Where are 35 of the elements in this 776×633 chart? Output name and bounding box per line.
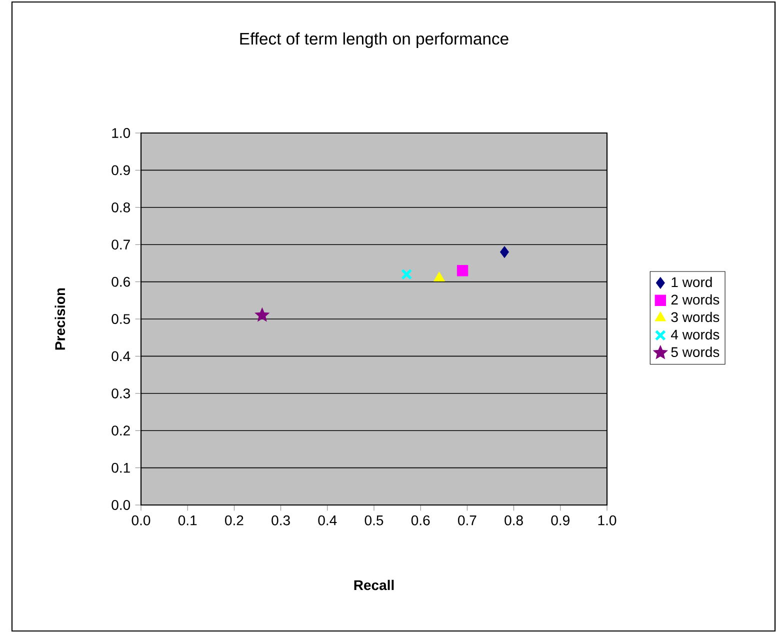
x-tick-label: 0.0	[132, 515, 150, 526]
legend-label: 1 word	[672, 276, 712, 288]
x-tick-label: 0.7	[458, 515, 476, 526]
x-tick-label: 0.1	[178, 515, 197, 526]
legend-label: 5 words	[671, 346, 720, 358]
point	[500, 246, 509, 258]
y-tick-label: 0.8	[112, 202, 130, 212]
legend-label: 2 words	[671, 294, 720, 305]
x-tick-label: 0.2	[225, 515, 244, 526]
chart-title: Effect of term length on performance	[240, 32, 508, 48]
y-tick-label: 0.5	[112, 314, 130, 324]
x-tick-label: 0.6	[411, 515, 430, 526]
x-tick-label: 0.5	[364, 515, 384, 526]
y-tick-label: 0.3	[112, 388, 130, 398]
point	[401, 268, 412, 280]
point	[434, 272, 445, 282]
y-tick-label: 0.2	[112, 426, 130, 436]
x-tick-label: 0.4	[318, 515, 337, 526]
y-tick-label: 1.0	[112, 128, 130, 138]
legend-label: 3 words	[671, 312, 720, 322]
x-tick-label: 1.0	[598, 515, 616, 526]
legend-label: 4 words	[671, 329, 720, 340]
y-axis-title: Precision	[54, 288, 66, 350]
x-tick-label: 0.3	[272, 515, 290, 526]
x-tick-label: 0.8	[504, 515, 523, 526]
x-tick-label: 0.9	[551, 515, 570, 526]
point	[456, 265, 468, 276]
y-tick-label: 0.7	[112, 240, 130, 250]
point	[254, 307, 270, 322]
y-tick-label: 0.4	[112, 351, 130, 362]
y-tick-label: 0.9	[112, 165, 130, 176]
x-axis-title: Recall	[354, 580, 394, 590]
y-tick-label: 0.1	[112, 462, 130, 473]
y-tick-label: 0.0	[112, 500, 130, 510]
y-tick-label: 0.6	[112, 276, 130, 287]
